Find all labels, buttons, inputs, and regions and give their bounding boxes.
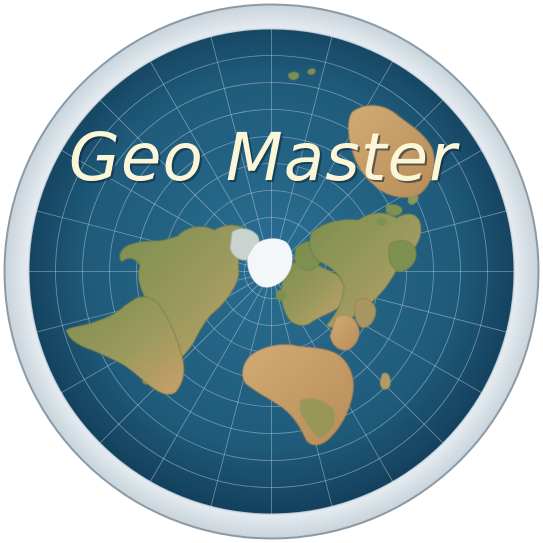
southeast-asia [388, 240, 417, 273]
app-title-shadow: Geo Master [71, 121, 462, 198]
asia [309, 212, 422, 328]
new-zealand [288, 68, 316, 81]
arabia [329, 315, 360, 351]
british-isles [276, 289, 286, 301]
africa-savanna [300, 398, 336, 438]
india [354, 298, 377, 329]
ocean-edge [27, 27, 516, 516]
app-title: Geo Master [69, 119, 460, 196]
australia [347, 105, 435, 198]
indonesia [376, 204, 403, 227]
arctic-ice [247, 238, 293, 288]
map-content [28, 28, 515, 515]
south-america [65, 296, 185, 395]
madagascar [380, 372, 391, 390]
